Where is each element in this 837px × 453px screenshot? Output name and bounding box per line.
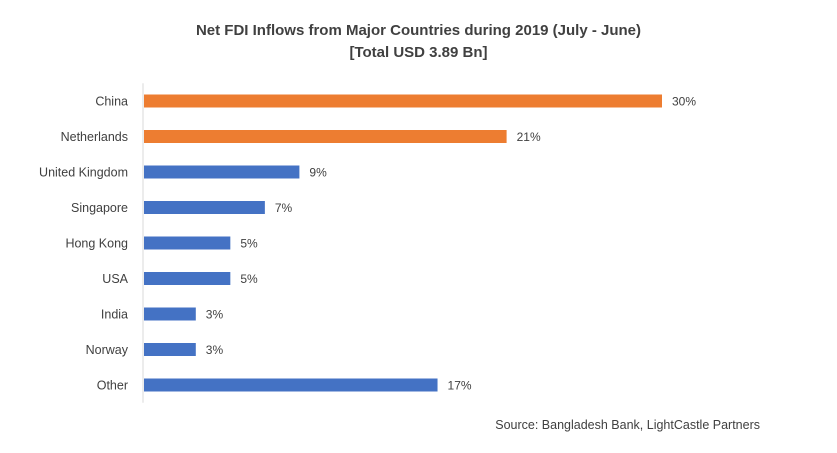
category-label-usa: USA <box>102 272 128 286</box>
chart-title: Net FDI Inflows from Major Countries dur… <box>195 22 642 39</box>
chart-subtitle: [Total USD 3.89 Bn] <box>349 44 488 61</box>
bar-china <box>144 94 662 108</box>
bar-hong-kong <box>144 236 231 250</box>
data-label-india: 3% <box>206 308 224 322</box>
bar-usa <box>144 272 231 285</box>
data-label-netherlands: 21% <box>517 130 541 144</box>
category-label-norway: Norway <box>86 343 129 357</box>
data-label-usa: 5% <box>240 272 258 286</box>
data-label-hong-kong: 5% <box>240 237 258 251</box>
data-label-norway: 3% <box>206 343 224 357</box>
bar-singapore <box>144 201 265 214</box>
category-label-china: China <box>95 95 128 109</box>
bar-other <box>144 378 438 392</box>
bar-india <box>144 307 196 321</box>
category-label-united-kingdom: United Kingdom <box>39 166 128 180</box>
bar-united-kingdom <box>144 165 300 179</box>
category-label-hong-kong: Hong Kong <box>65 237 128 251</box>
data-label-united-kingdom: 9% <box>309 166 327 180</box>
category-label-india: India <box>101 308 128 322</box>
bar-netherlands <box>144 130 507 143</box>
category-label-other: Other <box>97 379 128 393</box>
data-label-other: 17% <box>448 379 472 393</box>
category-label-singapore: Singapore <box>71 201 128 215</box>
data-label-china: 30% <box>672 95 696 109</box>
data-label-singapore: 7% <box>275 201 293 215</box>
bar-norway <box>144 343 196 356</box>
category-label-netherlands: Netherlands <box>61 130 128 144</box>
source-note: Source: Bangladesh Bank, LightCastle Par… <box>495 418 760 432</box>
